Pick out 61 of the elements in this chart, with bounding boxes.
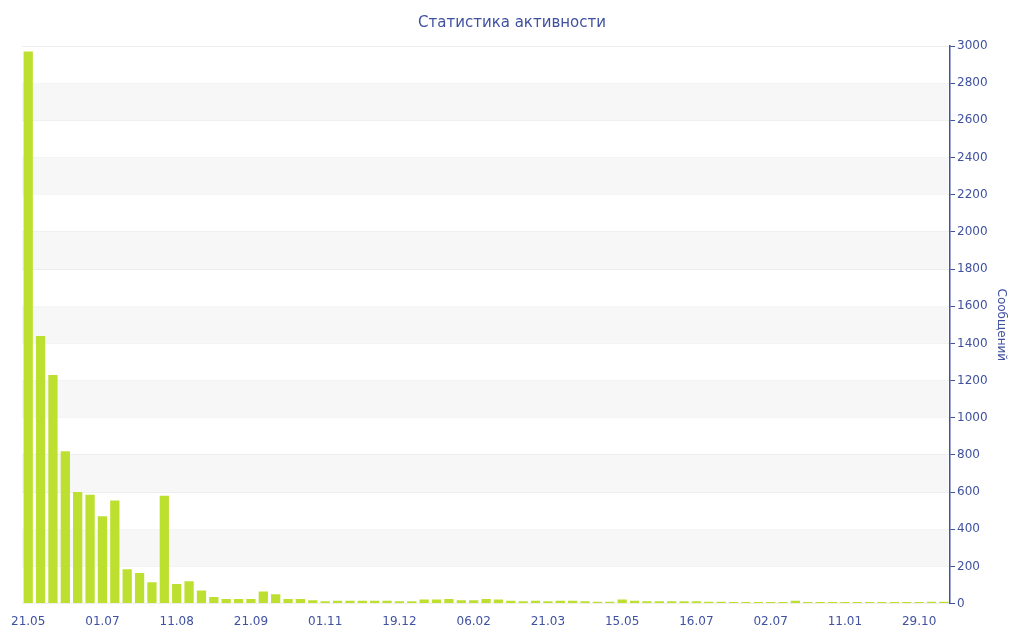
- x-tick-label: 21.09: [233, 613, 269, 628]
- bar: [97, 516, 108, 604]
- y-tick-label: 2800: [957, 75, 988, 90]
- bar: [134, 572, 145, 604]
- x-tick-label: 29.10: [901, 613, 937, 628]
- bar: [147, 582, 157, 604]
- x-tick-label: 06.02: [456, 613, 491, 628]
- bar: [73, 492, 83, 604]
- x-tick-label: 19.12: [382, 613, 417, 628]
- bar: [345, 600, 355, 604]
- x-tick-label: 01.11: [308, 613, 343, 628]
- x-tick-label: 21.03: [530, 613, 566, 628]
- y-tick-label: 600: [957, 484, 980, 499]
- bar: [209, 597, 219, 604]
- bar: [60, 451, 70, 604]
- x-tick-label: 11.01: [827, 613, 863, 628]
- y-tick-label: 2400: [957, 149, 988, 164]
- x-tick-label: 15.05: [604, 613, 640, 628]
- bar: [469, 600, 479, 604]
- bar: [382, 600, 392, 604]
- bar: [271, 594, 281, 604]
- y-tick-label: 2200: [957, 186, 988, 201]
- bar: [23, 51, 33, 604]
- y-tick-label: 3000: [957, 38, 988, 53]
- x-tick-label: 11.08: [159, 613, 194, 628]
- bar: [481, 598, 491, 604]
- y-tick-label: 200: [957, 558, 980, 573]
- bar: [295, 598, 306, 604]
- x-tick-label: 01.07: [85, 613, 120, 628]
- x-tick-label: 21.05: [11, 613, 46, 628]
- bar: [48, 374, 58, 604]
- y-tick-label: 1800: [957, 261, 988, 276]
- y-tick-label: 400: [957, 521, 980, 536]
- bar: [85, 494, 95, 604]
- y-tick-label: 1200: [957, 372, 988, 387]
- bar: [456, 600, 466, 604]
- bar: [444, 598, 454, 604]
- chart-title: Статистика активности: [418, 12, 606, 31]
- bar: [308, 600, 318, 604]
- bar: [110, 500, 120, 604]
- y-tick-label: 1400: [957, 335, 988, 350]
- bar: [258, 591, 268, 604]
- bar: [221, 598, 231, 604]
- y-axis-title: Сообщений: [994, 288, 1009, 362]
- y-tick-label: 2600: [957, 112, 988, 127]
- x-tick-label: 02.07: [753, 613, 788, 628]
- bar: [122, 569, 132, 604]
- bar: [233, 598, 244, 604]
- bar: [246, 598, 256, 604]
- y-tick-label: 1600: [957, 298, 988, 313]
- bar: [35, 335, 46, 604]
- bar: [184, 581, 194, 604]
- bar: [196, 590, 207, 604]
- bar: [283, 598, 293, 604]
- x-tick-label: 16.07: [679, 613, 714, 628]
- y-tick-label: 800: [957, 447, 980, 462]
- y-tick-label: 2000: [957, 223, 988, 238]
- y-tick-label: 0: [957, 595, 965, 610]
- y-tick-label: 1000: [957, 409, 988, 424]
- bar: [172, 584, 182, 604]
- bar: [159, 495, 169, 604]
